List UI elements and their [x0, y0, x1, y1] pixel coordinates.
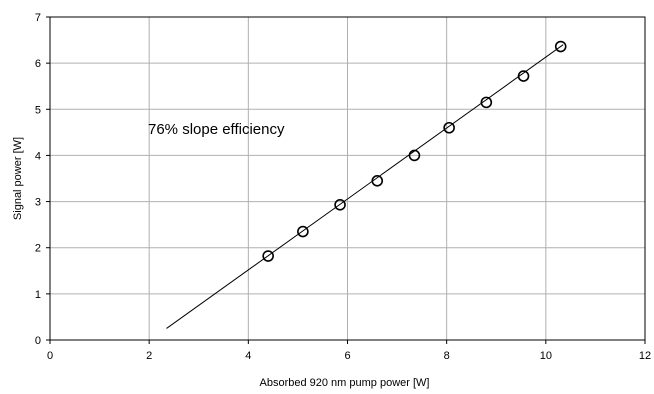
gridlines	[49, 16, 646, 341]
data-point	[408, 149, 421, 162]
y-tick-label: 7	[35, 12, 41, 24]
x-axis-ticks: 0 2 4 6 8 10 12	[47, 340, 651, 362]
x-tick-label: 12	[639, 350, 651, 362]
x-tick-label: 2	[146, 350, 152, 362]
data-point	[517, 70, 530, 82]
x-axis-label: Absorbed 920 nm pump power [W]	[260, 377, 430, 389]
x-tick-label: 6	[344, 350, 350, 362]
x-tick-label: 8	[444, 350, 450, 362]
x-tick-label: 10	[540, 350, 552, 362]
x-tick-label: 4	[245, 350, 251, 362]
data-point	[334, 199, 346, 211]
y-axis-ticks: 0 1 2 3 4 5 6 7	[35, 12, 50, 347]
data-point	[297, 225, 309, 238]
fit-line	[166, 44, 564, 329]
y-axis-label: Signal power [W]	[12, 137, 24, 220]
data-point	[443, 121, 455, 134]
y-tick-label: 4	[35, 150, 41, 162]
y-tick-label: 2	[35, 243, 41, 255]
data-point	[554, 40, 567, 53]
slope-annotation: 76% slope efficiency	[148, 121, 285, 138]
y-tick-label: 5	[35, 104, 41, 116]
data-points	[262, 40, 567, 262]
y-tick-label: 1	[35, 289, 41, 301]
y-tick-label: 3	[35, 197, 41, 209]
data-point	[262, 250, 274, 262]
data-point	[480, 96, 493, 109]
y-tick-label: 0	[35, 335, 41, 347]
y-tick-label: 6	[35, 58, 41, 70]
x-tick-label: 0	[47, 350, 53, 362]
data-point	[371, 175, 384, 187]
